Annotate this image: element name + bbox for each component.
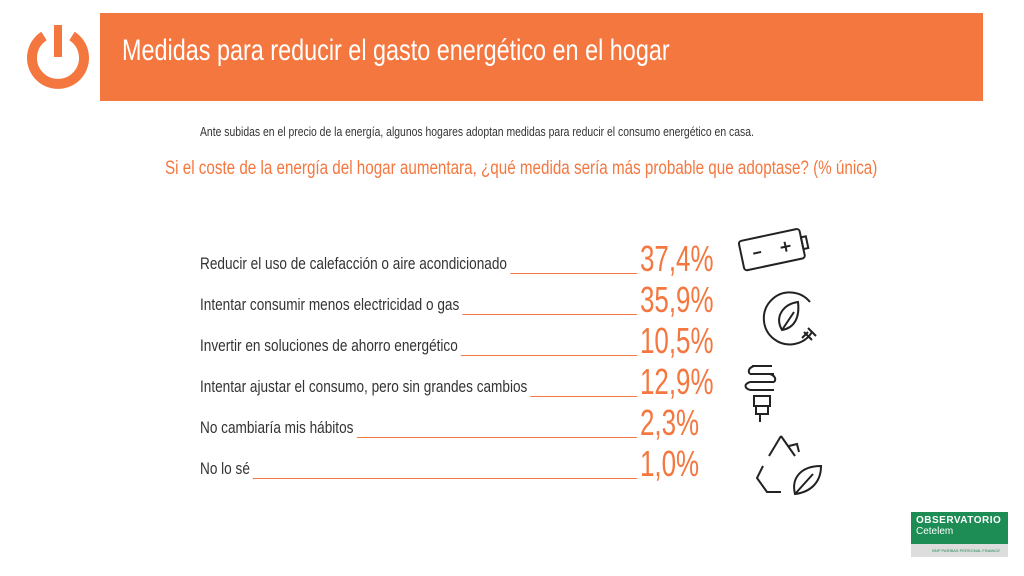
item-label: Invertir en soluciones de ahorro energét… bbox=[200, 336, 461, 356]
item-value: 2,3% bbox=[640, 402, 700, 443]
recycle-leaf-icon bbox=[755, 435, 823, 496]
item-value: 10,5% bbox=[640, 320, 714, 361]
item-label: No cambiaría mis hábitos bbox=[200, 418, 357, 438]
list-item: No cambiaría mis hábitos bbox=[200, 410, 640, 440]
intro-text: Ante subidas en el precio de la energía,… bbox=[200, 124, 754, 139]
logo-line1: OBSERVATORIO bbox=[916, 515, 1002, 526]
item-value: 37,4% bbox=[640, 238, 714, 279]
list-item: Intentar ajustar el consumo, pero sin gr… bbox=[200, 369, 640, 399]
item-label: Reducir el uso de calefacción o aire aco… bbox=[200, 254, 511, 274]
power-icon bbox=[27, 25, 89, 89]
lightbulb-icon bbox=[744, 365, 777, 422]
logo-line3: BNP PARIBAS PERSONAL FINANCE bbox=[911, 544, 1008, 557]
item-value: 35,9% bbox=[640, 279, 714, 320]
list-item: Intentar consumir menos electricidad o g… bbox=[200, 287, 640, 317]
list-item: Invertir en soluciones de ahorro energét… bbox=[200, 328, 640, 358]
observatorio-cetelem-logo: OBSERVATORIO Cetelem BNP PARIBAS PERSONA… bbox=[911, 512, 1008, 557]
header-bar bbox=[100, 13, 983, 101]
battery-icon bbox=[737, 228, 810, 272]
item-label: Intentar ajustar el consumo, pero sin gr… bbox=[200, 377, 531, 397]
list-item: Reducir el uso de calefacción o aire aco… bbox=[200, 246, 640, 276]
item-label: No lo sé bbox=[200, 459, 254, 479]
item-value: 12,9% bbox=[640, 361, 714, 402]
question-text: Si el coste de la energía del hogar aume… bbox=[165, 158, 878, 179]
logo-line2: Cetelem bbox=[916, 526, 954, 537]
page-title: Medidas para reducir el gasto energético… bbox=[122, 34, 670, 67]
list-item: No lo sé bbox=[200, 451, 640, 481]
item-value: 1,0% bbox=[640, 443, 700, 484]
leaf-plug-icon bbox=[762, 291, 817, 346]
item-label: Intentar consumir menos electricidad o g… bbox=[200, 295, 463, 315]
